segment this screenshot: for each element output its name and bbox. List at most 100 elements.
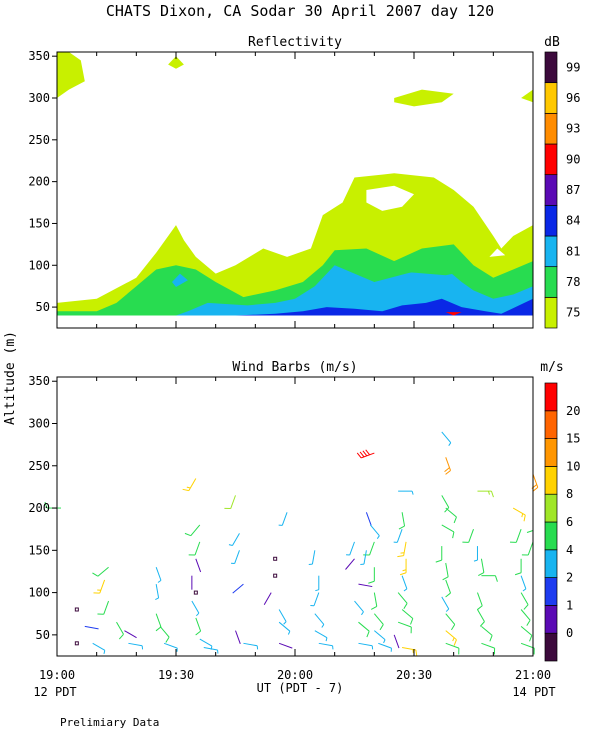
wind-colorbar-swatch-4 — [544, 521, 558, 551]
reflectivity-contour-75 — [57, 52, 533, 316]
wind-barb-staff — [468, 529, 474, 543]
wind-barb-staff — [99, 579, 106, 594]
wind-colorbar-level-1: 1 — [566, 598, 573, 612]
wind-barb-45 — [346, 541, 355, 556]
wind-barb-39 — [308, 550, 316, 565]
wind-barb-staff — [278, 642, 293, 649]
wind-barb-half-feather — [325, 637, 328, 642]
wind-barb-staff — [512, 507, 526, 516]
wind-barb-staff — [365, 512, 372, 526]
wind-barb-feather — [368, 580, 375, 584]
wind-barb-staff — [278, 621, 291, 632]
reflectivity-colorbar-level-84: 84 — [566, 214, 580, 228]
wind-barb-81 — [445, 613, 456, 631]
reflectivity-colorbar-level-99: 99 — [566, 60, 580, 74]
wind-barb-feather — [453, 639, 457, 646]
wind-colorbar-swatch-1 — [544, 605, 558, 634]
wind-barb-14 — [159, 626, 170, 643]
wind-barb-staff — [401, 609, 414, 619]
wind-barb-3 — [84, 625, 99, 630]
wind-barb-46 — [345, 558, 355, 570]
wind-barb-82 — [445, 630, 457, 646]
wind-barb-feather — [442, 576, 449, 581]
wind-barb-feather — [165, 636, 170, 643]
wind-barb-staff — [520, 642, 535, 649]
wind-colorbar-swatch-7 — [544, 438, 558, 467]
wind-barb-43 — [314, 630, 328, 642]
reflectivity-colorbar: 75 78 81 84 87 90 93 96 99 — [544, 51, 580, 329]
wind-barb-staff — [373, 592, 378, 607]
wind-barb-feather — [184, 532, 191, 537]
wind-barb-13 — [155, 613, 162, 632]
wind-barb-48 — [354, 600, 364, 616]
wind-barb-55 — [360, 550, 367, 565]
wind-calm-32 — [273, 556, 278, 561]
wind-barb-half-feather — [195, 612, 200, 617]
wind-barb-staff — [263, 592, 272, 605]
wind-calm-1 — [74, 607, 79, 612]
wind-barb-staff — [445, 457, 451, 471]
reflectivity-colorbar-swatch-0 — [544, 296, 558, 329]
wind-barb-feather — [478, 572, 485, 577]
wind-colorbar-level-10: 10 — [566, 459, 580, 473]
wind-barb-60 — [378, 642, 392, 652]
wind-barb-staff — [441, 431, 452, 444]
wind-barb-feather — [379, 624, 384, 631]
reflectivity-title: Reflectivity — [248, 35, 342, 50]
wind-barb-staff — [361, 452, 375, 459]
wind-barb-staff — [373, 613, 384, 625]
wind-barb-79 — [445, 579, 451, 598]
wind-barb-staff — [278, 609, 287, 622]
wind-barb-half-feather — [315, 589, 319, 592]
wind-barb-feather — [182, 488, 189, 492]
wind-barb-staff — [349, 541, 355, 556]
wind-barb-staff — [358, 621, 370, 632]
y-axis-label: Altitude (m) — [3, 331, 18, 425]
wind-barb-staff — [230, 495, 236, 509]
reflectivity-colorbar-swatch-4 — [544, 174, 558, 206]
wind-barb-staff — [159, 626, 170, 638]
wind-barb-63 — [393, 529, 403, 543]
wind-barb-feather — [399, 572, 407, 576]
wind-barb-half-feather — [473, 559, 478, 562]
wind-barb-staff — [520, 575, 527, 590]
wind-barb-staff — [116, 621, 124, 635]
wind-barb-52 — [365, 512, 372, 526]
wind-colorbar-level-15: 15 — [566, 432, 580, 446]
wind-barb-feather — [532, 486, 539, 492]
wind-barb-feather — [359, 451, 365, 458]
reflectivity-colorbar-swatch-6 — [544, 112, 558, 145]
wind-barb-8 — [116, 621, 124, 640]
wind-barb-98 — [520, 609, 531, 626]
wind-colorbar-swatch-2 — [544, 577, 558, 606]
wind-barb-38 — [278, 512, 288, 526]
wind-barb-10 — [128, 642, 144, 650]
reflectivity-patch-2 — [521, 89, 533, 103]
wind-barb-87 — [478, 558, 485, 577]
wind-barb-53 — [369, 524, 380, 539]
wind-barb-staff — [155, 613, 162, 628]
reflectivity-colorbar-level-75: 75 — [566, 306, 580, 320]
wind-barb-staff — [128, 642, 143, 647]
wind-barb-staff — [311, 550, 316, 565]
reflectivity-colorbar-level-81: 81 — [566, 244, 580, 258]
reflectivity-colorbar-swatch-8 — [544, 51, 558, 84]
wind-barb-staff — [97, 566, 109, 577]
wind-barb-91 — [481, 626, 493, 642]
wind-barb-staff — [313, 592, 320, 606]
wind-colorbar-level-4: 4 — [566, 543, 573, 557]
wind-ytick-label-150: 150 — [28, 543, 50, 557]
reflectivity-colorbar-level-78: 78 — [566, 275, 580, 289]
wind-barbs — [44, 431, 539, 657]
wind-barbs-title: Wind Barbs (m/s) — [232, 360, 357, 375]
wind-barb-94 — [509, 529, 522, 543]
reflectivity-ytick-label-200: 200 — [28, 175, 50, 189]
reflectivity-ytick-label-350: 350 — [28, 49, 50, 63]
reflectivity-x-ticks — [56, 52, 534, 328]
wind-barb-88 — [481, 575, 498, 582]
wind-barb-staff — [195, 617, 202, 632]
x-right-note: 14 PDT — [512, 685, 555, 699]
wind-barb-86 — [473, 546, 478, 562]
wind-calm-2 — [74, 641, 79, 646]
wind-barb-41 — [310, 592, 320, 607]
